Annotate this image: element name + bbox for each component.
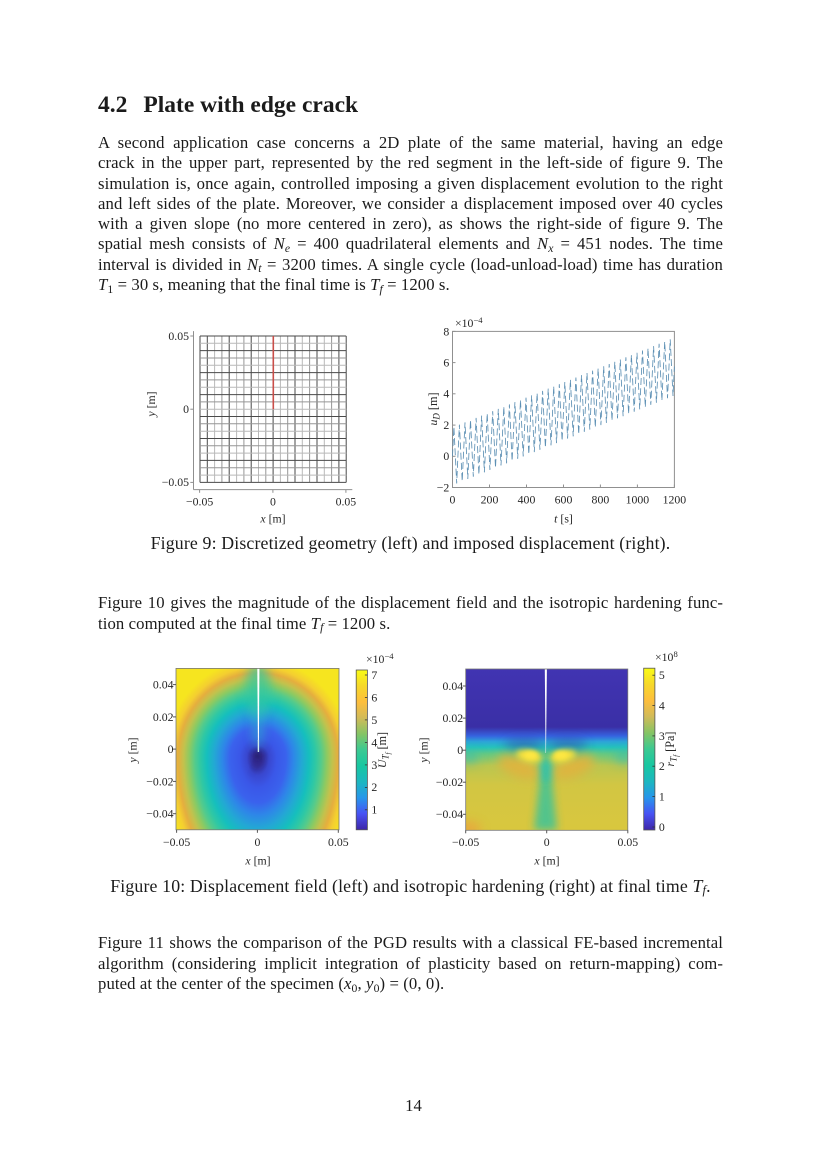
- svg-text:200: 200: [481, 493, 499, 507]
- svg-text:2: 2: [659, 759, 665, 773]
- svg-text:x [m]: x [m]: [533, 854, 559, 868]
- svg-text:−0.05: −0.05: [163, 835, 190, 849]
- svg-text:−0.04: −0.04: [436, 807, 463, 821]
- svg-text:0.02: 0.02: [443, 711, 464, 725]
- svg-text:×10−4: ×10−4: [455, 315, 483, 330]
- svg-text:0.05: 0.05: [328, 835, 349, 849]
- svg-text:−0.02: −0.02: [146, 774, 173, 788]
- svg-text:y [m]: y [m]: [144, 391, 158, 417]
- svg-text:4: 4: [443, 387, 449, 401]
- svg-text:y [m]: y [m]: [126, 737, 140, 763]
- svg-text:800: 800: [592, 493, 610, 507]
- svg-text:5: 5: [371, 713, 377, 727]
- svg-text:0.05: 0.05: [617, 835, 638, 849]
- svg-text:1: 1: [371, 803, 377, 817]
- svg-text:rTf [Pa]: rTf [Pa]: [663, 732, 681, 767]
- svg-text:0.02: 0.02: [153, 710, 174, 724]
- svg-text:0: 0: [450, 493, 456, 507]
- svg-text:−0.04: −0.04: [146, 807, 173, 821]
- svg-text:1: 1: [659, 790, 665, 804]
- svg-text:0.05: 0.05: [168, 329, 189, 343]
- svg-text:0: 0: [544, 835, 550, 849]
- svg-text:−0.02: −0.02: [436, 775, 463, 789]
- svg-text:0: 0: [457, 743, 463, 757]
- svg-text:−2: −2: [437, 480, 450, 494]
- svg-text:0: 0: [183, 402, 189, 416]
- svg-text:6: 6: [371, 690, 377, 704]
- svg-text:t [s]: t [s]: [554, 512, 573, 526]
- svg-text:600: 600: [555, 493, 573, 507]
- svg-text:0.05: 0.05: [336, 495, 357, 509]
- svg-text:UTf [m]: UTf [m]: [375, 732, 393, 768]
- svg-text:0.04: 0.04: [153, 678, 174, 692]
- svg-text:2: 2: [371, 780, 377, 794]
- svg-text:x [m]: x [m]: [244, 854, 270, 868]
- svg-text:3: 3: [371, 758, 377, 772]
- svg-text:−0.05: −0.05: [186, 495, 213, 509]
- svg-text:−0.05: −0.05: [452, 835, 479, 849]
- svg-text:y [m]: y [m]: [417, 737, 431, 763]
- svg-text:1000: 1000: [626, 493, 650, 507]
- svg-text:0: 0: [659, 820, 665, 834]
- svg-text:−0.05: −0.05: [162, 475, 189, 489]
- svg-text:400: 400: [518, 493, 536, 507]
- svg-text:×10−4: ×10−4: [366, 651, 394, 666]
- svg-text:0: 0: [168, 742, 174, 756]
- svg-text:x [m]: x [m]: [259, 512, 285, 526]
- svg-text:1200: 1200: [663, 493, 687, 507]
- svg-text:0: 0: [443, 449, 449, 463]
- svg-text:×108: ×108: [655, 649, 678, 664]
- svg-text:6: 6: [443, 356, 449, 370]
- svg-text:7: 7: [371, 668, 377, 682]
- svg-text:0: 0: [270, 495, 276, 509]
- svg-text:5: 5: [659, 668, 665, 682]
- svg-text:3: 3: [659, 729, 665, 743]
- svg-text:4: 4: [659, 699, 665, 713]
- svg-text:8: 8: [443, 324, 449, 338]
- svg-text:uD [m]: uD [m]: [426, 392, 442, 425]
- svg-text:2: 2: [443, 418, 449, 432]
- svg-text:0.04: 0.04: [443, 679, 464, 693]
- svg-text:0: 0: [254, 835, 260, 849]
- svg-text:4: 4: [371, 735, 377, 749]
